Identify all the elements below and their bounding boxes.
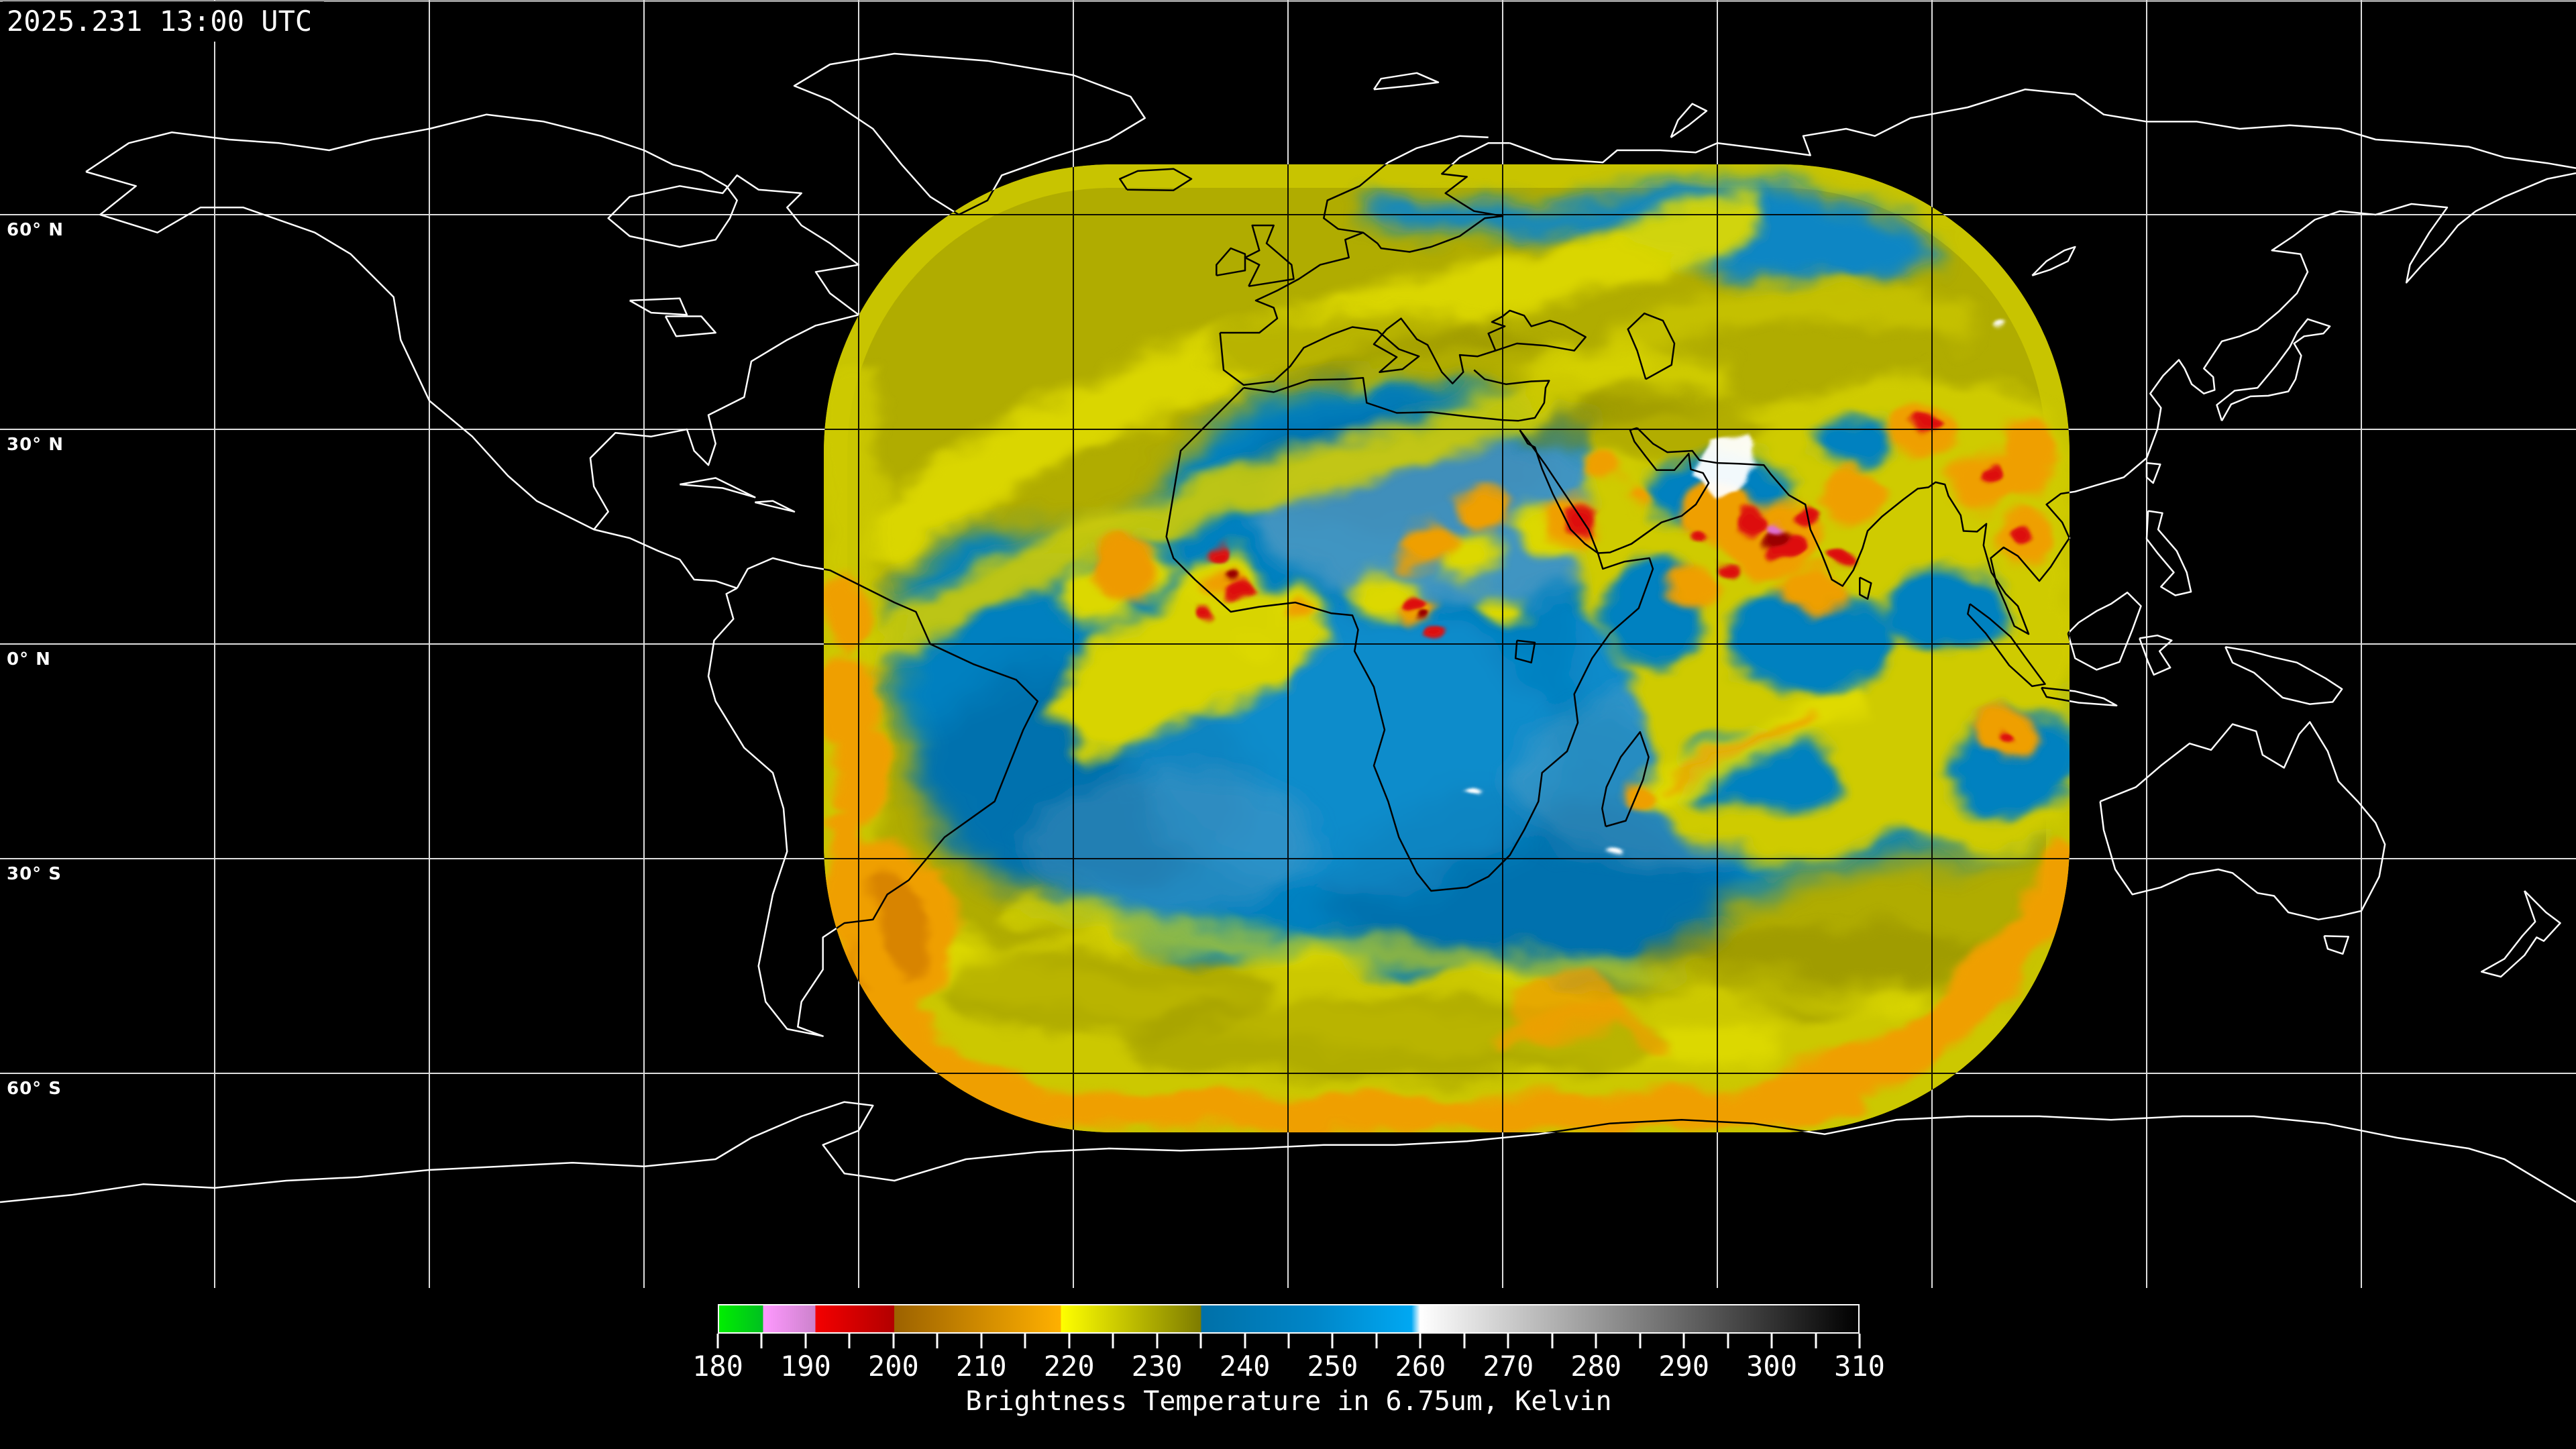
coastline	[2041, 686, 2070, 706]
coastline	[793, 52, 1146, 216]
coastline	[1323, 164, 1489, 233]
coastline	[1373, 72, 1440, 91]
coastline	[1244, 224, 1295, 287]
coastline	[755, 500, 796, 513]
coastline	[2224, 646, 2343, 705]
latitude-label: 60° S	[7, 1079, 62, 1099]
coastline	[1859, 576, 1872, 600]
coastline	[2145, 462, 2161, 484]
coastline	[664, 315, 716, 337]
coastline	[629, 297, 688, 316]
coastline	[1636, 172, 2070, 635]
coastline	[1514, 639, 1536, 663]
timestamp: 2025.231 13:00 UTC	[3, 1, 325, 42]
coastline	[1219, 309, 1587, 386]
coastline	[1509, 89, 2576, 169]
coastline	[2067, 591, 2142, 671]
coastline	[1165, 387, 1654, 892]
coastline	[2139, 634, 2173, 676]
coastline	[2216, 318, 2331, 421]
coastline	[1601, 731, 1650, 828]
coastline	[2480, 890, 2561, 978]
coastline	[1119, 168, 1193, 191]
coastline	[1243, 369, 1550, 422]
latitude-label: 30° N	[7, 435, 64, 455]
coastline	[0, 1101, 2576, 1203]
coastline	[85, 113, 860, 531]
latitude-label: 30° S	[7, 864, 62, 884]
latitude-label: 0° N	[7, 649, 51, 669]
coastline	[2099, 721, 2386, 920]
coastline	[1627, 312, 1676, 380]
latitude-label: 60° N	[7, 220, 64, 240]
coastline	[2031, 246, 2076, 276]
coastline	[1216, 247, 1246, 276]
coastline	[1220, 164, 1510, 334]
coastline	[594, 529, 738, 589]
coastline	[2323, 934, 2350, 955]
coastline	[1519, 429, 1599, 554]
coastline	[1967, 603, 2046, 688]
coastline	[1670, 103, 1708, 138]
satellite-data-footprint	[824, 164, 2070, 1132]
coastline	[2145, 510, 2192, 596]
coastline	[680, 477, 756, 498]
water-vapor-field	[824, 181, 2070, 1132]
coastline	[1519, 427, 1710, 554]
